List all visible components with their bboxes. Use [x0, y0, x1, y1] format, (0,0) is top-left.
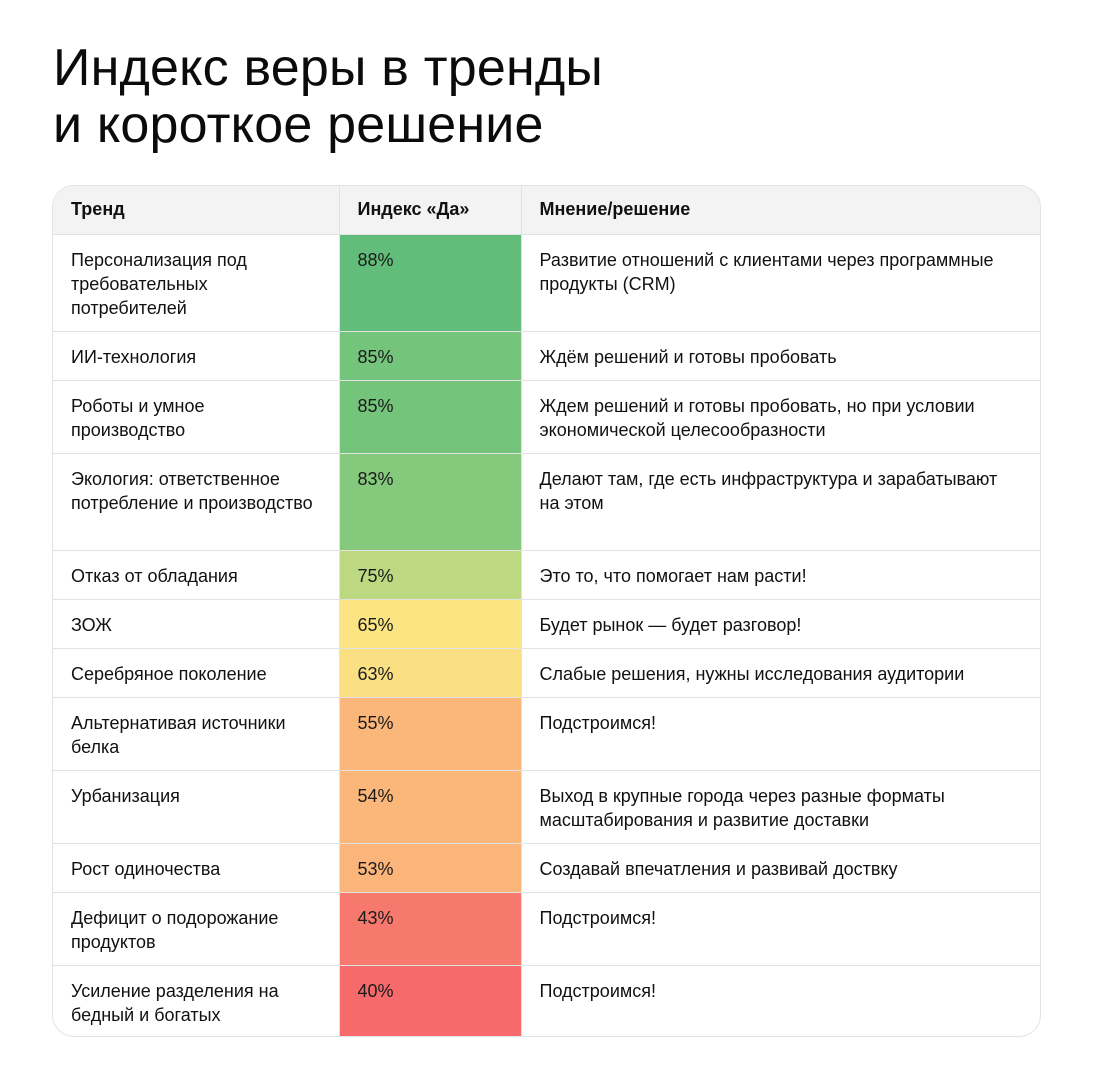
decision-cell: Ждем решений и готовы пробовать, но при …: [520, 379, 1040, 453]
decision-cell: Слабые решения, нужны исследования аудит…: [520, 647, 1040, 697]
index-cell: 53%: [338, 842, 521, 892]
table-row: Усиление разделения на бедный и богатых …: [53, 964, 1040, 1036]
page-title-line-2: и короткое решение: [53, 96, 544, 154]
index-cell: 43%: [338, 891, 521, 965]
table-row: Роботы и умное производство 85% Ждем реш…: [53, 379, 1040, 453]
table-body: Персонализация под требовательных потреб…: [53, 233, 1040, 1036]
trend-cell: Альтернативая источники белка: [53, 696, 339, 770]
decision-cell: Подстроимся!: [520, 964, 1040, 1036]
decision-cell: Подстроимся!: [520, 891, 1040, 965]
trend-cell: ЗОЖ: [53, 598, 339, 648]
index-cell: 85%: [338, 379, 521, 453]
page-title-line-1: Индекс веры в тренды: [53, 39, 603, 97]
index-cell: 85%: [338, 330, 521, 380]
table-row: Альтернативая источники белка 55% Подстр…: [53, 696, 1040, 770]
decision-cell: Создавай впечатления и развивай доствку: [520, 842, 1040, 892]
trends-table-card: Тренд Индекс «Да» Мнение/решение Персона…: [52, 185, 1041, 1037]
table-row: Урбанизация 54% Выход в крупные города ч…: [53, 769, 1040, 843]
trend-cell: Экология: ответственное потребление и пр…: [53, 452, 339, 550]
trend-cell: Дефицит о подорожание продуктов: [53, 891, 339, 965]
decision-cell: Ждём решений и готовы пробовать: [520, 330, 1040, 380]
index-cell: 63%: [338, 647, 521, 697]
index-cell: 83%: [338, 452, 521, 550]
decision-cell: Делают там, где есть инфраструктура и за…: [520, 452, 1040, 550]
decision-cell: Это то, что помогает нам расти!: [520, 549, 1040, 599]
index-cell: 75%: [338, 549, 521, 599]
trend-cell: Роботы и умное производство: [53, 379, 339, 453]
header-decision: Мнение/решение: [520, 186, 1040, 234]
trend-cell: ИИ-технология: [53, 330, 339, 380]
decision-cell: Будет рынок — будет разговор!: [520, 598, 1040, 648]
index-cell: 54%: [338, 769, 521, 843]
decision-cell: Выход в крупные города через разные форм…: [520, 769, 1040, 843]
index-cell: 40%: [338, 964, 521, 1036]
index-cell: 55%: [338, 696, 521, 770]
trend-cell: Серебряное поколение: [53, 647, 339, 697]
table-row: ЗОЖ 65% Будет рынок — будет разговор!: [53, 598, 1040, 648]
index-cell: 65%: [338, 598, 521, 648]
trend-cell: Урбанизация: [53, 769, 339, 843]
table-row: Серебряное поколение 63% Слабые решения,…: [53, 647, 1040, 697]
table-row: Экология: ответственное потребление и пр…: [53, 452, 1040, 550]
decision-cell: Подстроимся!: [520, 696, 1040, 770]
trend-cell: Отказ от обладания: [53, 549, 339, 599]
table-row: ИИ-технология 85% Ждём решений и готовы …: [53, 330, 1040, 380]
trend-cell: Рост одиночества: [53, 842, 339, 892]
table-row: Отказ от обладания 75% Это то, что помог…: [53, 549, 1040, 599]
header-trend: Тренд: [53, 186, 339, 234]
decision-cell: Развитие отношений с клиентами через про…: [520, 233, 1040, 331]
page-title: Индекс веры в тренды и короткое решение: [53, 40, 603, 154]
table-row: Дефицит о подорожание продуктов 43% Подс…: [53, 891, 1040, 965]
trend-cell: Усиление разделения на бедный и богатых: [53, 964, 339, 1036]
trends-table: Тренд Индекс «Да» Мнение/решение Персона…: [53, 186, 1040, 1036]
table-header-row: Тренд Индекс «Да» Мнение/решение: [53, 186, 1040, 234]
index-cell: 88%: [338, 233, 521, 331]
header-index: Индекс «Да»: [338, 186, 521, 234]
trend-cell: Персонализация под требовательных потреб…: [53, 233, 339, 331]
table-row: Рост одиночества 53% Создавай впечатлени…: [53, 842, 1040, 892]
table-row: Персонализация под требовательных потреб…: [53, 233, 1040, 331]
